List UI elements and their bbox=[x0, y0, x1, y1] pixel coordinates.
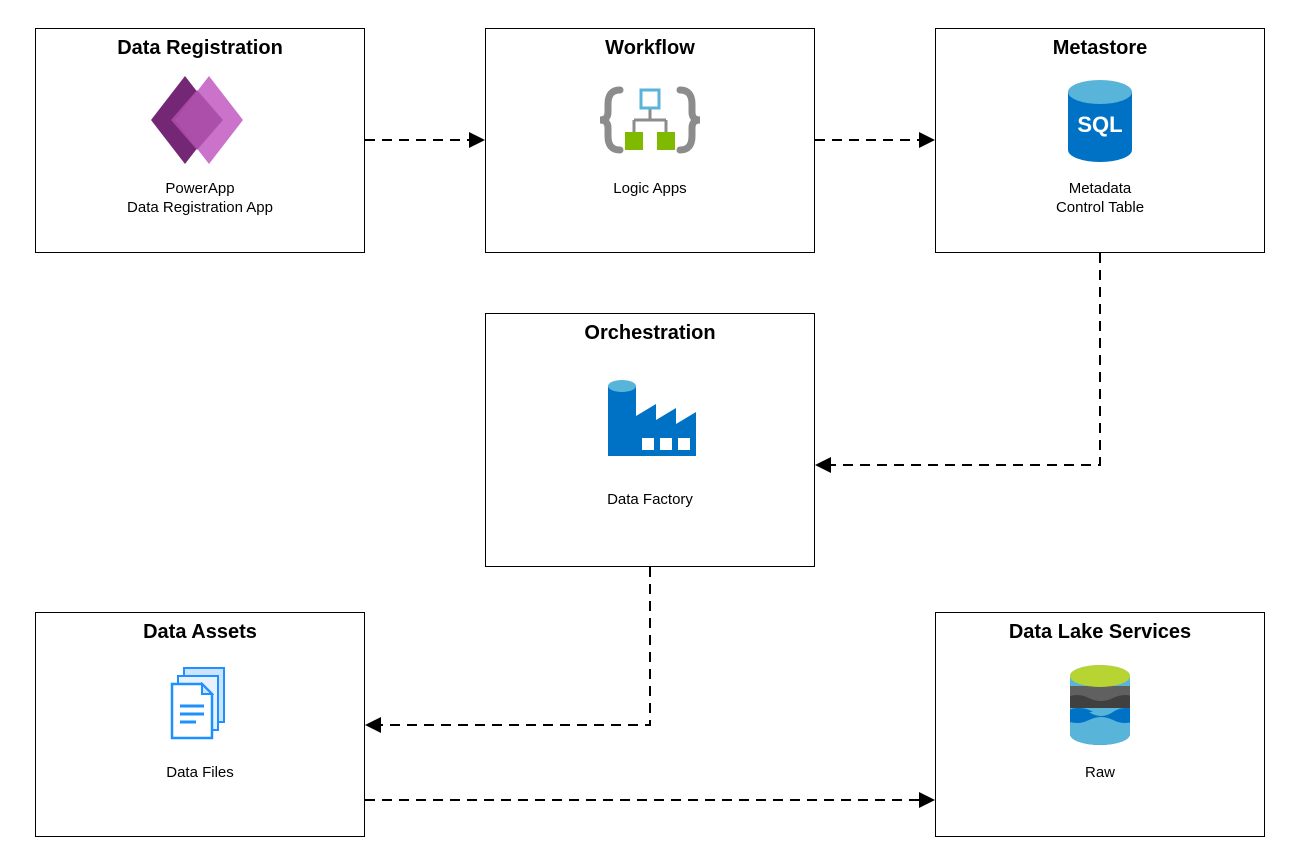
node-workflow: Workflow Logic Apps bbox=[485, 28, 815, 253]
sqldb-icon: SQL bbox=[936, 60, 1264, 180]
subtitle-line2: Data Registration App bbox=[127, 199, 273, 216]
logicapps-icon bbox=[486, 60, 814, 180]
subtitle-line1: Data Files bbox=[166, 764, 234, 781]
edge-metastore-to-orchestration bbox=[819, 253, 1100, 465]
datalake-icon bbox=[936, 644, 1264, 764]
node-data-registration: Data Registration PowerApp Data Registra… bbox=[35, 28, 365, 253]
node-subtitle: Metadata Control Table bbox=[936, 180, 1264, 218]
node-title: Workflow bbox=[486, 37, 814, 60]
node-title: Data Assets bbox=[36, 621, 364, 644]
node-subtitle: Raw bbox=[936, 764, 1264, 783]
node-data-assets: Data Assets Data Files bbox=[35, 612, 365, 837]
node-title: Data Lake Services bbox=[936, 621, 1264, 644]
subtitle-line2: Control Table bbox=[1056, 199, 1144, 216]
datafiles-icon bbox=[36, 644, 364, 764]
node-title: Data Registration bbox=[36, 37, 364, 60]
subtitle-line1: Data Factory bbox=[607, 491, 693, 508]
svg-text:SQL: SQL bbox=[1077, 112, 1122, 137]
powerapps-icon bbox=[36, 60, 364, 180]
node-subtitle: PowerApp Data Registration App bbox=[36, 180, 364, 218]
diagram-canvas: Data Registration PowerApp Data Registra… bbox=[0, 0, 1305, 864]
edge-orchestration-to-assets bbox=[369, 567, 650, 725]
datafactory-icon bbox=[486, 345, 814, 485]
node-title: Orchestration bbox=[486, 322, 814, 345]
node-title: Metastore bbox=[936, 37, 1264, 60]
node-orchestration: Orchestration Data Factory bbox=[485, 313, 815, 567]
node-metastore: Metastore SQL Metadata Control Table bbox=[935, 28, 1265, 253]
node-subtitle: Logic Apps bbox=[486, 180, 814, 199]
node-data-lake: Data Lake Services bbox=[935, 612, 1265, 837]
node-subtitle: Data Factory bbox=[486, 491, 814, 510]
subtitle-line1: Logic Apps bbox=[613, 180, 686, 197]
subtitle-line1: Metadata bbox=[1069, 180, 1132, 197]
node-subtitle: Data Files bbox=[36, 764, 364, 783]
subtitle-line1: Raw bbox=[1085, 764, 1115, 781]
subtitle-line1: PowerApp bbox=[165, 180, 234, 197]
